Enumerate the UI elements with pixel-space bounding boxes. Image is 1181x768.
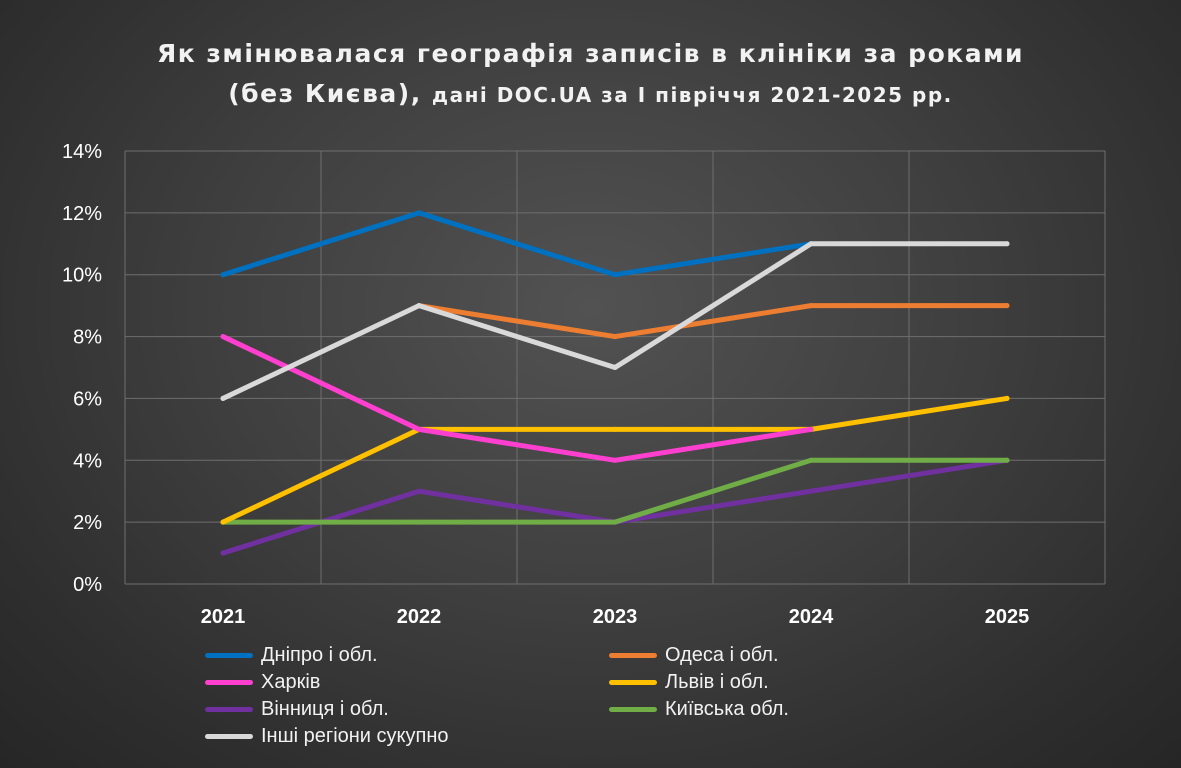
legend-label: Київська обл. [665, 697, 789, 720]
data-point [1004, 457, 1010, 463]
data-point [808, 488, 814, 494]
series-2 [220, 334, 814, 463]
chart-title-line2-main: (без Києва), [228, 79, 422, 108]
legend-label: Львів і обл. [665, 670, 769, 693]
data-point [220, 519, 226, 525]
data-point [220, 334, 226, 340]
data-point [416, 210, 422, 216]
data-point [808, 426, 814, 432]
data-point [1004, 395, 1010, 401]
legend-swatch [205, 733, 253, 739]
series-line [220, 457, 1010, 556]
legend-item: Одеса і обл. [609, 642, 1013, 668]
series-line [416, 303, 1010, 340]
legend-swatch [609, 652, 657, 658]
data-point [612, 272, 618, 278]
legend-swatch [609, 679, 657, 685]
series-line [220, 334, 814, 463]
chart-title-line1: Як змінювалася географія записів в кліні… [156, 39, 1025, 68]
chart-title-line2-sub: дані DOC.UA за І півріччя 2021-2025 рр. [431, 83, 953, 107]
legend-swatch [205, 679, 253, 685]
legend-item: Київська обл. [609, 696, 1013, 722]
data-point [416, 519, 422, 525]
legend-item: Дніпро і обл. [205, 642, 609, 668]
series-lines [220, 210, 1010, 556]
data-point [1004, 241, 1010, 247]
data-point [612, 365, 618, 370]
series-line [220, 457, 1010, 525]
axes: 0% 2% 4% 6% 8% 10% 12% 14% 2021 2022 2023 2024 2025 [62, 141, 1029, 628]
data-point [612, 334, 618, 340]
data-point [220, 550, 226, 556]
legend-item: Інші регіони сукупно [205, 723, 609, 749]
legend-label: Дніпро і обл. [261, 643, 378, 666]
data-point [612, 519, 618, 525]
y-tick-label: 2% [73, 512, 102, 534]
y-tick-label: 8% [73, 327, 102, 349]
legend-swatch [205, 706, 253, 712]
legend-label: Вінниця і обл. [261, 697, 389, 720]
chart-title-line2: (без Києва), дані DOC.UA за І півріччя 2… [228, 79, 952, 108]
data-point [220, 272, 226, 278]
chart-title: Як змінювалася географія записів в кліні… [0, 34, 1181, 117]
legend-item: Львів і обл. [609, 669, 1013, 695]
data-point [612, 426, 618, 432]
data-point [416, 426, 422, 432]
data-point [612, 457, 618, 463]
data-point [416, 488, 422, 494]
x-tick-label: 2025 [985, 606, 1030, 628]
y-tick-label: 4% [73, 450, 102, 472]
series-line [220, 241, 1010, 401]
legend-item: Харків [205, 669, 609, 695]
legend-label: Одеса і обл. [665, 643, 779, 666]
legend-swatch [205, 652, 253, 658]
y-tick-label: 14% [62, 141, 102, 163]
series-line [220, 210, 814, 278]
legend-swatch [609, 706, 657, 712]
x-tick-label: 2021 [201, 606, 246, 628]
data-point [416, 303, 422, 309]
y-tick-label: 6% [73, 388, 102, 410]
y-tick-label: 0% [73, 574, 102, 596]
data-point [1004, 303, 1010, 309]
data-point [220, 395, 226, 401]
legend-label: Харків [261, 670, 321, 693]
y-tick-label: 10% [62, 265, 102, 287]
legend-item: Вінниця і обл. [205, 696, 609, 722]
series-4 [220, 457, 1010, 556]
data-point [808, 241, 814, 247]
x-tick-label: 2022 [397, 606, 442, 628]
data-point [808, 457, 814, 463]
y-tick-label: 12% [62, 203, 102, 225]
data-point [808, 303, 814, 309]
legend: Дніпро і обл. Одеса і обл. Харків Львів і о… [205, 642, 1025, 749]
legend-label: Інші регіони сукупно [261, 724, 449, 747]
series-6 [220, 241, 1010, 401]
x-tick-label: 2024 [789, 606, 834, 628]
x-tick-label: 2023 [593, 606, 638, 628]
